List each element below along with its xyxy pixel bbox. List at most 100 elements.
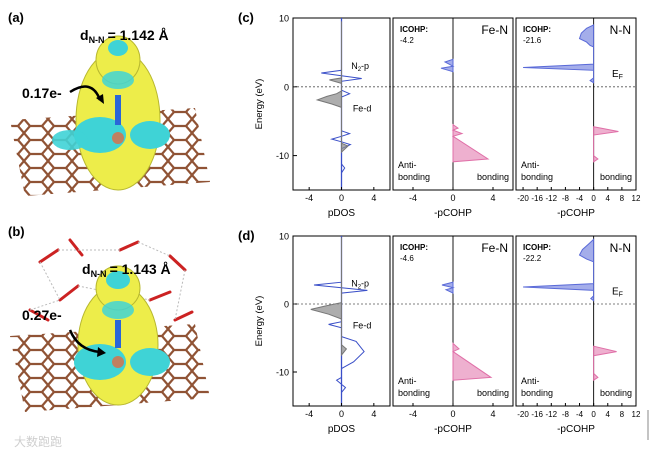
annotation-n2-p-tail: -p [361, 61, 369, 71]
fermi-label-e: E [612, 69, 619, 80]
charge-density-cyan-top [108, 40, 128, 56]
subplot-frame [515, 17, 637, 191]
panel-c-label: (c) [238, 10, 254, 25]
anti-label: Anti- [398, 376, 417, 386]
x-tick-label: 0 [591, 194, 596, 203]
panel-b-structure: (b) dN-N = 1.143 Å [8, 224, 210, 412]
panel-a-structure: (a) dN-N = 1.142 Å 0.17e- [8, 10, 210, 196]
x-tick-label: 4 [606, 194, 611, 203]
n2-molecule [115, 95, 121, 125]
x-tick-label: -4 [305, 193, 313, 203]
y-tick-label: 10 [279, 232, 289, 242]
x-tick-label: 4 [490, 193, 495, 203]
x-tick-label: -20 [517, 194, 529, 203]
x-tick-label: 0 [450, 409, 455, 419]
x-tick-label: -4 [409, 193, 417, 203]
series-anti-bonding [523, 238, 595, 302]
y-tick-label: 0 [284, 82, 289, 92]
x-axis-label: -pCOHP [434, 208, 472, 219]
charge-density-cyan-edge [52, 130, 88, 150]
bond-name: N-N [610, 241, 631, 255]
icohp-value: -4.6 [400, 254, 414, 263]
charge-density-cyan-left [74, 117, 126, 153]
bonding-label: bonding [600, 388, 632, 398]
series-bonding [451, 342, 493, 381]
x-tick-label: 0 [339, 193, 344, 203]
icohp-value: -21.6 [523, 36, 542, 45]
annotation-fe-d: Fe-d [353, 104, 372, 114]
charge-density-cyan-mid [102, 71, 134, 89]
series-bonding [593, 345, 617, 382]
y-tick-label: 10 [279, 14, 289, 24]
icohp-value: -22.2 [523, 254, 542, 263]
y-axis-label: Energy (eV) [254, 296, 265, 347]
annotation-n2-p-sub: 2 [358, 67, 362, 73]
x-tick-label: 12 [632, 410, 641, 419]
x-tick-label: -4 [409, 409, 417, 419]
fermi-label-f: F [619, 291, 623, 298]
series-bonding [451, 123, 490, 163]
x-tick-label: -8 [562, 194, 570, 203]
x-tick-label: -4 [576, 410, 584, 419]
x-tick-label: -4 [305, 409, 313, 419]
x-tick-label: 0 [450, 193, 455, 203]
n2-molecule-b [115, 320, 121, 348]
x-tick-label: 0 [339, 409, 344, 419]
charge-density-cyan-top-b [106, 271, 130, 289]
y-tick-label: 0 [284, 300, 289, 310]
fermi-label: EF [612, 286, 623, 298]
x-tick-label: 4 [606, 410, 611, 419]
fe-atom [112, 132, 124, 144]
charge-density-cyan-mid-b [102, 301, 134, 319]
icohp-title: ICOHP: [523, 25, 551, 34]
anti-label-2: bonding [398, 172, 430, 182]
x-tick-label: -8 [562, 410, 570, 419]
panel-a-charge-transfer: 0.17e- [22, 85, 62, 101]
bond-name: N-N [610, 23, 631, 37]
subplot-frame [515, 235, 637, 407]
series-anti-bonding [441, 281, 455, 294]
bonding-label: bonding [477, 388, 509, 398]
annotation-n2-p-tail: -p [361, 278, 369, 288]
panel-b-bond-label: dN-N = 1.143 Å [82, 261, 171, 279]
watermark: 大数跑跑 [14, 434, 62, 449]
series-anti-bonding [523, 24, 595, 84]
charge-density-cyan-left-b [74, 344, 126, 380]
x-axis-label: pDOS [328, 208, 356, 219]
bond-name: Fe-N [481, 241, 508, 255]
charge-arrow-b [68, 329, 101, 354]
x-tick-label: -16 [531, 194, 543, 203]
annotation-n2-p-sub: 2 [358, 284, 362, 290]
charge-density-cyan-right-b [130, 348, 170, 376]
x-tick-label: 4 [371, 409, 376, 419]
charge-arrowhead-b [97, 347, 106, 357]
x-tick-label: -16 [531, 410, 543, 419]
icohp-title: ICOHP: [523, 243, 551, 252]
x-tick-label: -12 [546, 410, 558, 419]
x-tick-label: -20 [517, 410, 529, 419]
icohp-title: ICOHP: [400, 25, 428, 34]
x-tick-label: 4 [371, 193, 376, 203]
x-tick-label: 12 [632, 194, 641, 203]
x-tick-label: -12 [546, 194, 558, 203]
bonding-label: bonding [477, 172, 509, 182]
panel-a-bond-label: dN-N = 1.142 Å [80, 27, 169, 45]
annotation-n2-p: N2-p [351, 278, 369, 290]
fermi-label: EF [612, 69, 623, 81]
anti-label: Anti- [521, 160, 540, 170]
fermi-label-e: E [612, 286, 619, 297]
chart-c: (c) Energy (eV) -10 0 10 -4 0 4 pDOS N2-p Fe-d -4 0 4… [238, 10, 641, 219]
series-anti-bonding [440, 58, 455, 73]
series-fe-d [315, 21, 349, 154]
annotation-n2-p-part: N [351, 61, 358, 71]
fermi-label-f: F [619, 74, 623, 81]
annotation-n2-p-part: N [351, 278, 358, 288]
x-axis-label: -pCOHP [434, 424, 472, 435]
x-tick-label: 0 [591, 410, 596, 419]
panel-d-label: (d) [238, 228, 255, 243]
panel-b-charge-transfer: 0.27e- [22, 307, 62, 323]
series-bonding [593, 126, 619, 163]
y-tick-label: -10 [276, 151, 289, 161]
charge-density-cyan-right [130, 121, 170, 149]
